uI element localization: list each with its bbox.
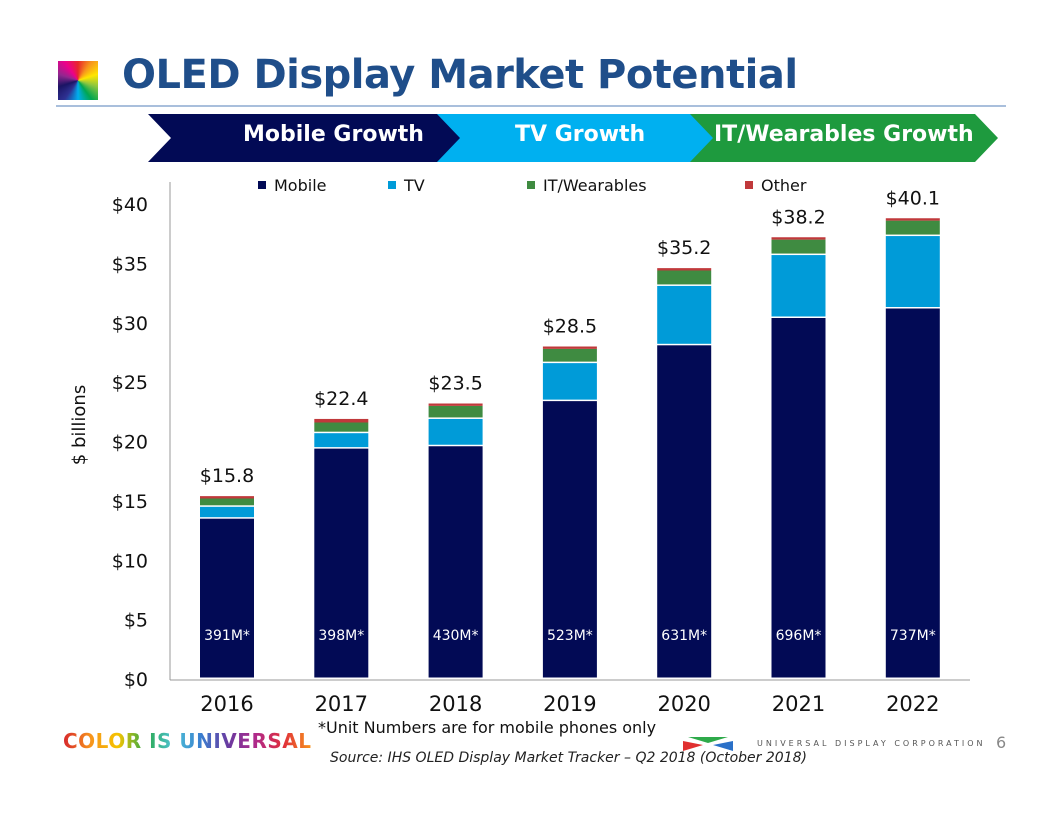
legend-swatch-mobile <box>258 181 266 189</box>
banner-label-it: IT/Wearables Growth <box>714 122 974 147</box>
total-label: $35.2 <box>657 237 711 259</box>
bar-other-2017 <box>314 418 369 423</box>
bar-tv-2020 <box>657 285 712 344</box>
total-label: $15.8 <box>200 465 254 487</box>
bar-tv-2017 <box>314 433 369 448</box>
y-tick-label: $10 <box>112 550 148 572</box>
bar-mobile-2020 <box>657 345 712 678</box>
y-tick-label: $20 <box>112 432 148 454</box>
legend-label: Mobile <box>274 176 326 195</box>
unit-label: 391M* <box>204 628 250 644</box>
bar-mobile-2022 <box>885 308 940 678</box>
bar-it-wearables-2020 <box>657 270 712 285</box>
bar-it-wearables-2016 <box>200 498 254 506</box>
total-label: $23.5 <box>428 373 482 395</box>
source-note: Source: IHS OLED Display Market Tracker … <box>330 750 807 766</box>
y-tick-label: $5 <box>124 610 148 632</box>
bar-it-wearables-2018 <box>428 405 483 418</box>
legend-swatch-it-wearables <box>527 181 535 189</box>
total-label: $28.5 <box>543 316 597 338</box>
x-tick-label: 2017 <box>315 692 368 716</box>
y-tick-label: $0 <box>124 669 148 691</box>
unit-label: 631M* <box>661 628 707 644</box>
x-tick-label: 2016 <box>200 692 253 716</box>
company-name: UNIVERSAL DISPLAY CORPORATION <box>757 739 986 748</box>
bar-it-wearables-2022 <box>885 220 940 235</box>
x-tick-label: 2022 <box>886 692 939 716</box>
bar-tv-2021 <box>771 255 826 317</box>
unit-label: 430M* <box>433 628 479 644</box>
total-label: $22.4 <box>314 388 368 410</box>
legend-label: TV <box>403 176 425 195</box>
banner-arrow-tv <box>437 114 733 162</box>
bar-other-2016 <box>200 496 254 499</box>
bar-mobile-2019 <box>542 401 597 678</box>
y-tick-label: $35 <box>112 253 148 275</box>
bar-it-wearables-2017 <box>314 422 369 432</box>
bar-tv-2018 <box>428 418 483 445</box>
bar-other-2018 <box>428 403 483 406</box>
banner-arrow-it <box>690 114 998 162</box>
legend-label: Other <box>761 176 807 195</box>
total-label: $40.1 <box>886 187 940 209</box>
color-is-universal-logo: COLOR IS UNIVERSAL <box>63 729 312 753</box>
udc-logo-icon <box>683 737 733 751</box>
bar-tv-2016 <box>200 506 254 518</box>
bar-it-wearables-2019 <box>542 348 597 362</box>
x-tick-label: 2021 <box>772 692 825 716</box>
y-tick-label: $40 <box>112 194 148 216</box>
y-axis-label: $ billions <box>69 385 90 465</box>
unit-label: 696M* <box>776 628 822 644</box>
unit-footnote: *Unit Numbers are for mobile phones only <box>318 718 657 737</box>
legend-swatch-tv <box>388 181 396 189</box>
title-divider <box>56 105 1006 107</box>
page-number: 6 <box>996 733 1007 752</box>
bar-other-2019 <box>542 346 597 349</box>
total-label: $38.2 <box>771 206 825 228</box>
bar-mobile-2018 <box>428 446 483 678</box>
y-tick-label: $30 <box>112 313 148 335</box>
bar-mobile-2017 <box>314 448 369 678</box>
legend-label: IT/Wearables <box>543 176 647 195</box>
bar-it-wearables-2021 <box>771 239 826 254</box>
bar-tv-2019 <box>542 363 597 400</box>
page-title: OLED Display Market Potential <box>122 52 798 98</box>
bar-other-2020 <box>657 268 712 271</box>
banner-arrow-mobile <box>148 114 478 162</box>
x-tick-label: 2020 <box>657 692 710 716</box>
bar-mobile-2016 <box>200 518 254 678</box>
bar-other-2022 <box>885 218 940 221</box>
x-tick-label: 2018 <box>429 692 482 716</box>
growth-banner <box>148 114 998 162</box>
y-tick-label: $25 <box>112 372 148 394</box>
x-tick-label: 2019 <box>543 692 596 716</box>
unit-label: 737M* <box>890 628 936 644</box>
color-burst-logo-icon <box>58 61 98 100</box>
bar-other-2021 <box>771 237 826 240</box>
banner-label-tv: TV Growth <box>515 122 646 147</box>
unit-label: 523M* <box>547 628 593 644</box>
y-tick-label: $15 <box>112 491 148 513</box>
unit-label: 398M* <box>318 628 364 644</box>
banner-label-mobile: Mobile Growth <box>243 122 424 147</box>
bar-tv-2022 <box>885 236 940 307</box>
legend-swatch-other <box>745 181 753 189</box>
bar-mobile-2021 <box>771 318 826 678</box>
